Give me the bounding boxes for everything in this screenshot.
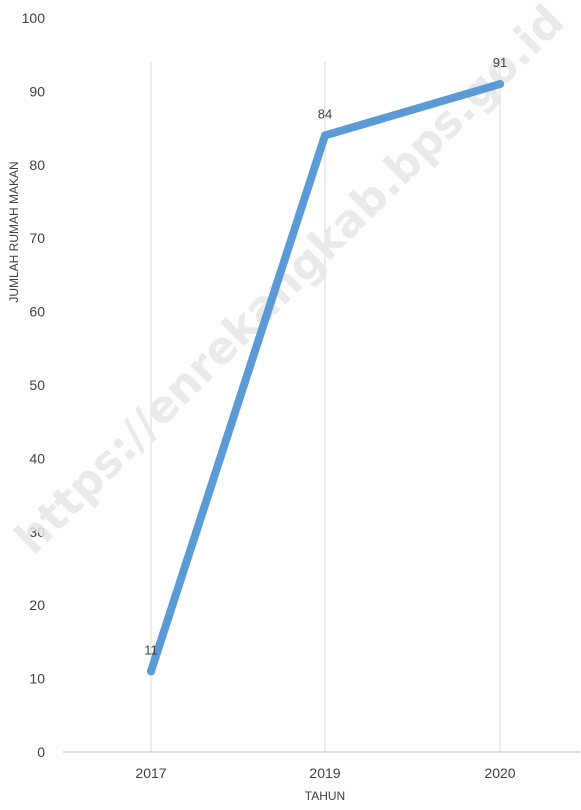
y-tick-label-30: 30 bbox=[29, 524, 45, 540]
y-tick-label-0: 0 bbox=[37, 744, 45, 760]
gridlines bbox=[150, 62, 501, 752]
data-label-2017: 11 bbox=[144, 642, 158, 657]
y-tick-label-80: 80 bbox=[29, 157, 45, 173]
data-point-2020 bbox=[496, 80, 504, 89]
y-tick-label-70: 70 bbox=[29, 230, 45, 246]
series-layer bbox=[147, 80, 504, 676]
data-point-2019 bbox=[321, 131, 329, 140]
y-tick-label-40: 40 bbox=[29, 450, 45, 466]
data-label-2020: 91 bbox=[493, 55, 507, 70]
y-tick-label-20: 20 bbox=[29, 597, 45, 613]
x-tick-label-2020: 2020 bbox=[484, 765, 515, 781]
x-tick-label-2019: 2019 bbox=[309, 765, 340, 781]
x-axis-title: TAHUN bbox=[305, 789, 345, 803]
y-tick-label-100: 100 bbox=[22, 10, 46, 26]
y-tick-label-10: 10 bbox=[29, 671, 45, 687]
data-point-2017 bbox=[147, 667, 155, 676]
axes: 0 10 20 30 40 50 60 70 80 90 100 2017 2019 2020 bbox=[22, 10, 580, 781]
y-axis-title: JUMLAH RUMAH MAKAN bbox=[7, 161, 21, 302]
x-tick-label-2017: 2017 bbox=[135, 765, 166, 781]
y-tick-label-90: 90 bbox=[29, 83, 45, 99]
y-tick-label-50: 50 bbox=[29, 377, 45, 393]
y-tick-label-60: 60 bbox=[29, 304, 45, 320]
data-label-2019: 84 bbox=[318, 106, 332, 121]
data-labels: 11 84 91 bbox=[144, 55, 507, 657]
